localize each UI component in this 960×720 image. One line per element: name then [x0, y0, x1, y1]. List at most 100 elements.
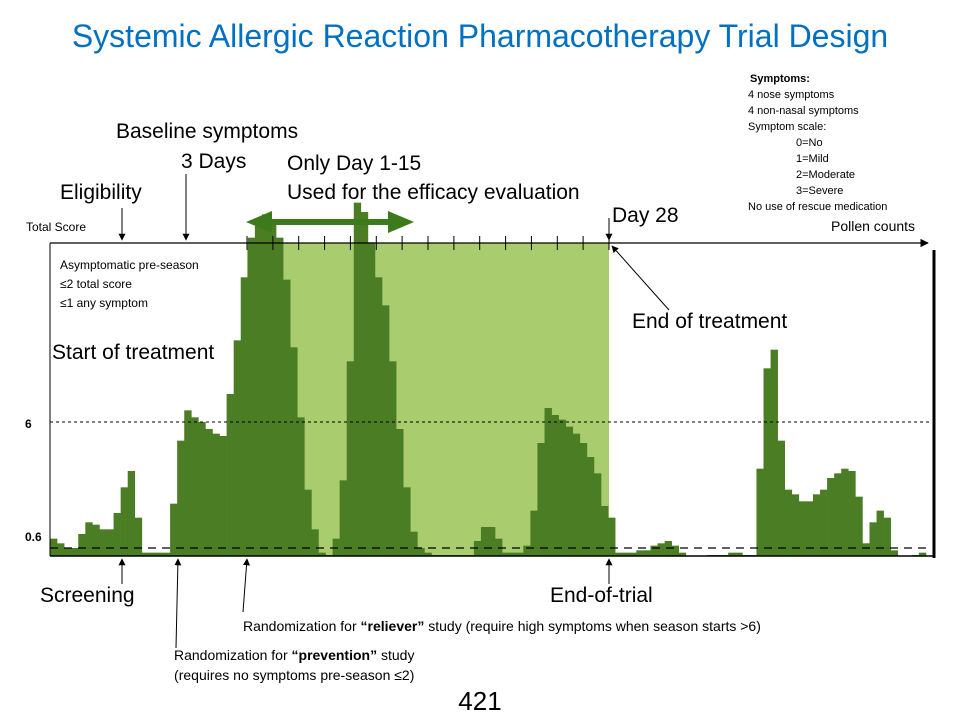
- symptom-bar: [841, 468, 849, 556]
- symptom-bar: [629, 552, 637, 556]
- asym-line-3: ≤1 any symptom: [60, 296, 148, 310]
- prevention-line-2: (requires no symptoms pre-season ≤2): [174, 667, 415, 683]
- symptom-bar: [784, 489, 793, 556]
- prevention-pre: Randomization for: [174, 647, 292, 663]
- symptom-bar: [678, 552, 687, 556]
- symptom-bar: [756, 468, 764, 556]
- symptom-bar: [643, 550, 651, 556]
- end-of-treatment-label: End of treatment: [632, 310, 788, 333]
- reliever-randomization-label: Randomization for “reliever” study (requ…: [243, 618, 761, 634]
- symptom-scale-item: 2=Moderate: [796, 169, 856, 181]
- symptoms-footer: No use of rescue medication: [748, 201, 888, 213]
- symptom-bar: [565, 426, 574, 556]
- symptom-bar: [155, 552, 164, 556]
- symptom-bar: [205, 429, 213, 556]
- symptom-bar: [735, 552, 743, 556]
- symptom-scale-item: 0=No: [796, 137, 823, 149]
- y-tick-0-6: 0.6: [25, 530, 42, 544]
- eligibility-label: Eligibility: [60, 181, 142, 204]
- symptom-bar: [170, 503, 178, 556]
- symptom-scale-item: 1=Mild: [796, 153, 829, 165]
- prevention-randomization-label: Randomization for “prevention” study (re…: [174, 645, 414, 685]
- symptom-bar: [586, 457, 595, 556]
- symptom-bar: [367, 242, 376, 556]
- start-of-treatment-label: Start of treatment: [52, 341, 215, 364]
- symptom-bar: [558, 419, 567, 556]
- symptom-bar: [410, 531, 418, 556]
- asymptomatic-criteria: Asymptomatic pre-season ≤2 total score ≤…: [60, 256, 199, 313]
- symptom-bar: [869, 522, 877, 556]
- symptom-bar: [608, 517, 616, 556]
- end-of-trial-label: End-of-trial: [550, 584, 653, 607]
- only-day-label: Only Day 1-15: [287, 152, 422, 175]
- symptom-bar: [502, 552, 510, 556]
- symptom-bar: [71, 548, 79, 556]
- three-days-label: 3 Days: [181, 150, 247, 173]
- symptom-bar: [601, 506, 609, 556]
- symptom-bar: [777, 440, 786, 556]
- symptom-bar: [396, 429, 404, 556]
- symptom-bar: [805, 501, 814, 556]
- symptom-bar: [311, 529, 319, 556]
- symptom-bar: [134, 517, 143, 556]
- reliever-post: study (require high symptoms when season…: [424, 618, 761, 634]
- symptom-bar: [657, 543, 665, 556]
- symptom-bar: [374, 277, 383, 556]
- symptom-bar: [177, 440, 185, 556]
- symptom-bar: [593, 473, 602, 556]
- symptom-bar: [622, 552, 630, 556]
- symptom-bar: [820, 489, 828, 556]
- symptom-bar: [791, 494, 800, 556]
- symptoms-heading: Symptoms:: [750, 73, 810, 85]
- symptom-bar: [480, 527, 489, 556]
- symptom-bar: [148, 552, 157, 556]
- symptoms-line: 4 non-nasal symptoms: [748, 105, 859, 117]
- symptom-bar: [636, 550, 644, 556]
- symptoms-line: Symptom scale:: [748, 121, 827, 133]
- symptom-bar: [127, 471, 136, 556]
- symptom-bar: [579, 443, 588, 556]
- symptom-bar: [883, 517, 891, 556]
- symptom-bar: [184, 410, 192, 556]
- day28-label: Day 28: [612, 204, 679, 227]
- symptom-bar: [226, 394, 234, 556]
- symptom-bar: [650, 545, 658, 556]
- symptom-bar: [360, 212, 369, 556]
- symptoms-box: Symptoms: 4 nose symptoms 4 non-nasal sy…: [748, 71, 887, 215]
- symptom-bar: [671, 545, 680, 556]
- symptom-bar: [276, 237, 284, 557]
- symptom-bar: [424, 552, 432, 556]
- end-of-treatment-arrow: [611, 245, 670, 311]
- symptom-bar: [890, 550, 899, 556]
- treatment-day-ticks: [246, 236, 610, 250]
- symptom-bar: [353, 202, 362, 557]
- symptom-bar: [332, 538, 340, 556]
- y-tick-6: 6: [25, 417, 32, 431]
- symptom-bar: [318, 552, 326, 556]
- symptom-bar: [728, 552, 736, 556]
- symptom-bar: [615, 552, 623, 556]
- symptom-bar: [798, 501, 807, 556]
- symptom-bar: [247, 237, 256, 557]
- symptom-bar: [827, 478, 835, 556]
- symptom-bar: [106, 529, 114, 556]
- symptom-bar: [488, 527, 496, 556]
- efficacy-window-arrow: [246, 211, 414, 233]
- page-number: 421: [458, 686, 502, 716]
- symptom-bar: [834, 473, 842, 556]
- symptom-bar: [551, 415, 559, 556]
- screening-label: Screening: [40, 584, 135, 607]
- symptom-bar: [495, 538, 503, 556]
- asym-line-1: Asymptomatic pre-season: [60, 258, 199, 272]
- prevention-arrow: [174, 558, 182, 649]
- symptom-bar: [261, 214, 270, 556]
- symptom-bar: [304, 489, 312, 556]
- symptoms-line: 4 nose symptoms: [748, 89, 835, 101]
- symptom-bar: [120, 487, 129, 556]
- symptom-bar: [141, 552, 150, 556]
- reliever-bold: “reliever”: [360, 618, 425, 634]
- symptom-bar: [523, 545, 531, 556]
- symptom-bar: [254, 226, 263, 556]
- symptom-bar: [530, 510, 538, 556]
